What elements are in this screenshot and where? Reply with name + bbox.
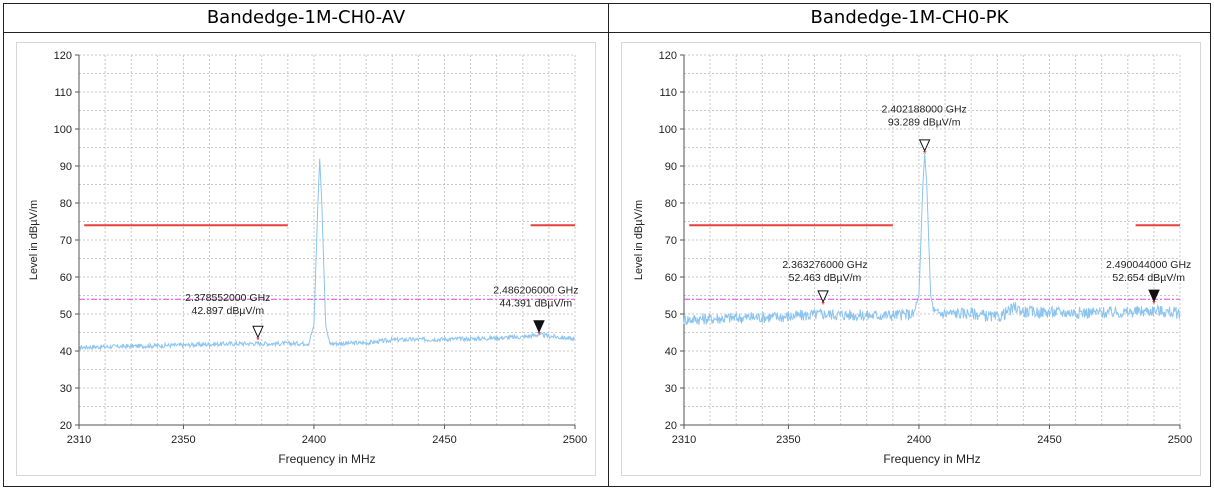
y-tick-label: 120 [54, 50, 72, 62]
y-axis-label: Level in dBµV/m [28, 200, 40, 280]
x-tick-label: 2400 [302, 434, 326, 446]
y-tick-label: 70 [60, 235, 72, 247]
measurement-trace [78, 158, 576, 351]
marker-level-label: 52.654 dBµV/m [1112, 272, 1185, 284]
marker-frequency-label: 2.402188000 GHz [882, 103, 967, 115]
y-tick-label: 90 [60, 161, 72, 173]
y-tick-label: 60 [665, 272, 677, 284]
x-tick-label: 2350 [171, 434, 195, 446]
x-tick-label: 2350 [776, 434, 800, 446]
x-tick-label: 2450 [432, 434, 456, 446]
right-spectrum-chart: 20 30 40 50 60 70 80 90 100 110 120 2310 2350 2400 245… [633, 50, 1192, 466]
x-tick-label: 2310 [672, 434, 696, 446]
marker-triangle [252, 325, 264, 339]
left-spectrum-chart: 20 30 40 50 60 70 80 90 100 110 120 2310 2350 2400 245… [28, 50, 587, 466]
marker-triangle [918, 139, 931, 153]
left-chart-frame: 20 30 40 50 60 70 80 90 100 110 120 2310 2350 2400 245… [16, 42, 596, 476]
marker-dot: * [821, 300, 825, 311]
y-tick-label: 100 [659, 124, 677, 136]
marker-frequency-label: 2.363276000 GHz [782, 259, 867, 271]
marker-dot: * [1152, 299, 1156, 310]
marker-level-label: 42.897 dBµV/m [192, 305, 265, 317]
grid [78, 54, 576, 426]
y-tick-label: 110 [659, 87, 677, 99]
y-tick-label: 80 [60, 198, 72, 210]
y-tick-label: 50 [665, 309, 677, 321]
marker-level-label: 44.391 dBµV/m [500, 298, 573, 310]
marker-triangle [817, 290, 829, 304]
y-tick-label: 70 [665, 235, 677, 247]
y-tick-label: 120 [659, 50, 677, 62]
y-tick-label: 40 [60, 346, 72, 358]
x-axis-label: Frequency in MHz [278, 452, 375, 466]
y-tick-label: 90 [665, 161, 677, 173]
y-tick-label: 40 [665, 346, 677, 358]
x-tick-label: 2450 [1037, 434, 1061, 446]
y-axis-label: Level in dBµV/m [633, 200, 645, 280]
marker-level-label: 52.463 dBµV/m [789, 272, 862, 284]
y-tick-label: 80 [665, 198, 677, 210]
right-chart-cell: Bandedge-1M-CH0-PK 20 30 40 50 60 70 80 90 100 11… [608, 3, 1211, 487]
marker-frequency-label: 2.486206000 GHz [493, 285, 578, 297]
marker-frequency-label: 2.378552000 GHz [185, 292, 270, 304]
y-tick-label: 60 [60, 272, 72, 284]
marker-dot: * [537, 330, 541, 341]
marker-frequency-label: 2.490044000 GHz [1106, 259, 1191, 271]
x-tick-label: 2500 [1168, 434, 1192, 446]
measurement-trace [683, 153, 1181, 325]
x-tick-label: 2400 [907, 434, 931, 446]
marker-level-label: 93.289 dBµV/m [888, 116, 961, 128]
right-chart-title: Bandedge-1M-CH0-PK [609, 4, 1210, 33]
y-tick-label: 100 [54, 124, 72, 136]
marker-triangle [533, 320, 545, 333]
marker-dot: * [256, 335, 260, 346]
grid [683, 54, 1181, 426]
x-tick-label: 2500 [563, 434, 587, 446]
right-chart-frame: 20 30 40 50 60 70 80 90 100 110 120 2310 2350 2400 245… [621, 42, 1201, 476]
marker-triangle [1148, 289, 1160, 303]
y-tick-label: 30 [665, 383, 677, 395]
y-tick-label: 110 [54, 87, 72, 99]
x-axis-label: Frequency in MHz [883, 452, 980, 466]
left-chart-cell: Bandedge-1M-CH0-AV 20 30 40 50 60 70 80 90 100 11… [3, 3, 609, 487]
y-tick-label: 30 [60, 383, 72, 395]
left-chart-title: Bandedge-1M-CH0-AV [4, 4, 608, 33]
y-tick-label: 20 [665, 420, 677, 432]
marker-dot: * [923, 149, 927, 160]
y-tick-label: 20 [60, 420, 72, 432]
y-tick-label: 50 [60, 309, 72, 321]
x-tick-label: 2310 [67, 434, 91, 446]
